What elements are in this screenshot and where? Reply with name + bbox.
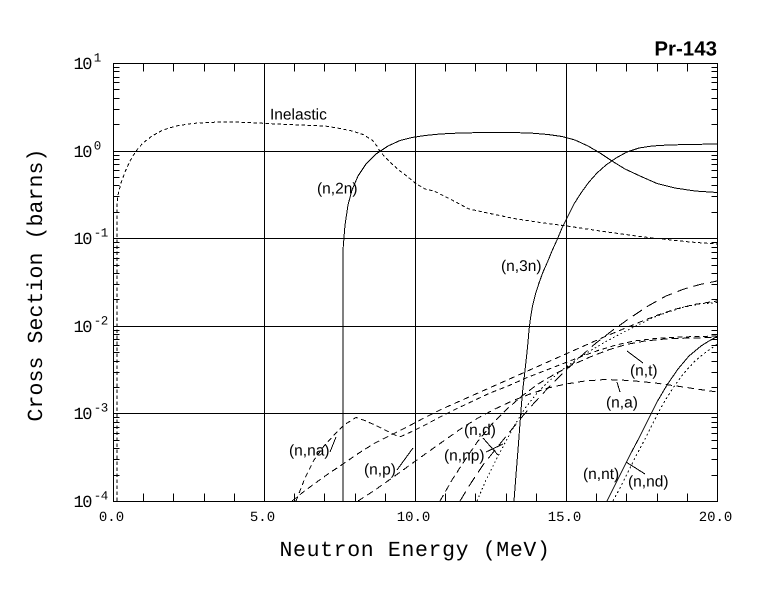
svg-text:-2: -2 [94, 315, 108, 329]
svg-text:0.0: 0.0 [99, 510, 124, 526]
svg-text:10: 10 [74, 406, 93, 425]
svg-text:10: 10 [74, 231, 93, 250]
svg-text:Cross Section (barns): Cross Section (barns) [25, 148, 49, 421]
svg-text:(n,t): (n,t) [630, 363, 658, 380]
svg-text:(n,3n): (n,3n) [501, 258, 542, 275]
svg-text:(n,na): (n,na) [289, 443, 330, 460]
svg-text:(n,nt): (n,nt) [583, 466, 619, 483]
svg-text:(n,2n): (n,2n) [317, 181, 358, 198]
svg-text:10: 10 [74, 144, 93, 163]
svg-text:0: 0 [94, 140, 101, 154]
svg-text:10: 10 [74, 56, 93, 75]
svg-text:-4: -4 [94, 490, 108, 504]
svg-text:1: 1 [94, 52, 101, 66]
svg-text:(n,p): (n,p) [364, 462, 396, 479]
svg-text:-3: -3 [94, 402, 108, 416]
svg-text:10.0: 10.0 [397, 510, 431, 526]
svg-text:-1: -1 [94, 227, 108, 241]
svg-text:Inelastic: Inelastic [270, 107, 327, 124]
svg-text:5.0: 5.0 [250, 510, 275, 526]
svg-text:10: 10 [74, 494, 93, 513]
svg-text:20.0: 20.0 [699, 510, 733, 526]
svg-text:Pr-143: Pr-143 [654, 38, 717, 61]
svg-text:(n,np): (n,np) [444, 448, 485, 465]
svg-text:(n,nd): (n,nd) [628, 474, 669, 491]
svg-text:(n,d): (n,d) [464, 422, 496, 439]
svg-text:15.0: 15.0 [548, 510, 582, 526]
svg-text:(n,a): (n,a) [606, 395, 638, 412]
svg-text:Neutron Energy (MeV): Neutron Energy (MeV) [279, 539, 550, 563]
svg-text:10: 10 [74, 319, 93, 338]
